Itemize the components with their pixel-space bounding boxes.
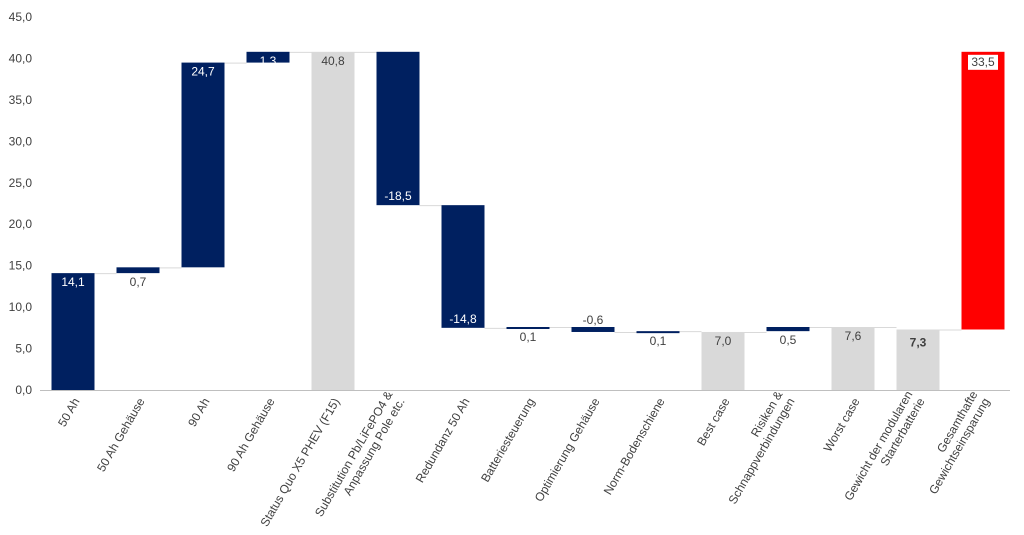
value-label-9: -0,6 bbox=[583, 313, 604, 327]
category-label-2: 50 Ah Gehäuse bbox=[94, 395, 148, 474]
category-label-7: Redundanz 50 Ah bbox=[413, 396, 473, 486]
bar-9 bbox=[571, 327, 615, 332]
value-label-8: 0,1 bbox=[520, 330, 537, 344]
y-tick-label: 25,0 bbox=[9, 176, 33, 190]
category-label-1: 50 Ah bbox=[55, 396, 82, 430]
value-label-4: 1,3 bbox=[260, 54, 277, 68]
value-label-7: -14,8 bbox=[449, 312, 477, 326]
value-label-10: 0,1 bbox=[650, 334, 667, 348]
bar-10 bbox=[636, 331, 680, 334]
category-label-8: Batteriesteuerung bbox=[478, 396, 537, 485]
bar-4 bbox=[246, 51, 290, 63]
value-label-2: 0,7 bbox=[130, 275, 147, 289]
value-label-box bbox=[968, 54, 998, 70]
y-tick-label: 45,0 bbox=[9, 10, 33, 24]
value-label-14: 7,3 bbox=[910, 335, 927, 349]
bar-6 bbox=[376, 51, 420, 206]
value-label-3: 24,7 bbox=[191, 65, 215, 79]
bar-14 bbox=[896, 329, 940, 390]
category-label-3: 90 Ah bbox=[185, 396, 212, 430]
value-label-12: 0,5 bbox=[780, 333, 797, 347]
bar-1 bbox=[51, 273, 95, 390]
bar-8 bbox=[506, 327, 550, 330]
bar-5 bbox=[311, 51, 355, 391]
y-tick-label: 35,0 bbox=[9, 93, 33, 107]
category-label-4: 90 Ah Gehäuse bbox=[224, 395, 278, 474]
bar-11 bbox=[701, 331, 745, 390]
y-tick-label: 10,0 bbox=[9, 300, 33, 314]
bar-3 bbox=[181, 62, 225, 268]
y-tick-label: 20,0 bbox=[9, 217, 33, 231]
value-label-1: 14,1 bbox=[61, 275, 85, 289]
bar-2 bbox=[116, 267, 160, 274]
value-label-5: 40,8 bbox=[321, 54, 345, 68]
bar-13 bbox=[831, 327, 875, 390]
bar-7 bbox=[441, 205, 485, 328]
category-label-10: Norm-Bodenschiene bbox=[601, 395, 668, 497]
category-label-9: Optimierung Gehäuse bbox=[532, 395, 603, 504]
value-label-15: 33,5 bbox=[971, 55, 995, 69]
y-tick-label: 15,0 bbox=[9, 259, 33, 273]
value-label-13: 7,6 bbox=[845, 329, 862, 343]
value-label-6: -18,5 bbox=[384, 189, 412, 203]
y-tick-label: 5,0 bbox=[15, 342, 32, 356]
category-label-11: Best case bbox=[694, 395, 733, 448]
y-tick-label: 0,0 bbox=[15, 383, 32, 397]
category-label-13: Worst case bbox=[821, 395, 863, 454]
bar-12 bbox=[766, 327, 810, 332]
y-tick-label: 30,0 bbox=[9, 134, 33, 148]
value-label-11: 7,0 bbox=[715, 334, 732, 348]
bar-15 bbox=[961, 51, 1005, 330]
y-tick-label: 40,0 bbox=[9, 51, 33, 65]
